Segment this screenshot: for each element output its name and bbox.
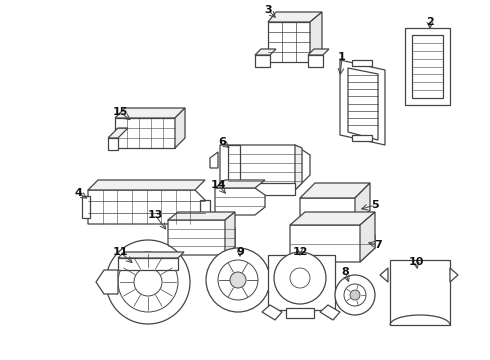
Polygon shape: [228, 145, 240, 190]
Circle shape: [106, 240, 190, 324]
Polygon shape: [290, 212, 375, 225]
Polygon shape: [308, 49, 329, 55]
Circle shape: [350, 290, 360, 300]
Polygon shape: [390, 260, 450, 325]
Polygon shape: [286, 308, 314, 318]
Text: 8: 8: [341, 267, 349, 277]
Text: 7: 7: [374, 240, 382, 250]
Text: 9: 9: [236, 247, 244, 257]
Polygon shape: [200, 200, 210, 215]
Circle shape: [206, 248, 270, 312]
Polygon shape: [108, 128, 128, 138]
Text: 11: 11: [112, 247, 128, 257]
Circle shape: [230, 272, 246, 288]
Text: 12: 12: [292, 247, 308, 257]
Circle shape: [414, 284, 426, 296]
Polygon shape: [360, 212, 375, 262]
Text: 5: 5: [371, 200, 379, 210]
Polygon shape: [290, 225, 375, 262]
Polygon shape: [300, 183, 370, 198]
Polygon shape: [352, 135, 372, 141]
Polygon shape: [88, 190, 205, 224]
Polygon shape: [225, 212, 235, 255]
Polygon shape: [295, 145, 302, 190]
Polygon shape: [118, 258, 178, 270]
Text: 10: 10: [408, 257, 424, 267]
Circle shape: [118, 252, 178, 312]
Polygon shape: [215, 180, 265, 188]
Text: 14: 14: [210, 180, 226, 190]
Polygon shape: [262, 305, 282, 320]
Polygon shape: [96, 270, 118, 294]
Polygon shape: [220, 145, 310, 190]
Polygon shape: [355, 183, 370, 225]
Text: 13: 13: [147, 210, 163, 220]
Polygon shape: [405, 28, 450, 105]
Text: 1: 1: [338, 52, 346, 62]
Polygon shape: [320, 305, 340, 320]
Text: 2: 2: [426, 17, 434, 27]
Polygon shape: [340, 60, 385, 145]
Polygon shape: [118, 252, 184, 258]
Circle shape: [290, 268, 310, 288]
Polygon shape: [308, 55, 323, 67]
Polygon shape: [268, 255, 335, 310]
Polygon shape: [310, 12, 322, 62]
Polygon shape: [215, 188, 265, 215]
Polygon shape: [412, 35, 443, 98]
Polygon shape: [255, 49, 276, 55]
Polygon shape: [82, 196, 90, 218]
Circle shape: [134, 268, 162, 296]
Text: 6: 6: [218, 137, 226, 147]
Polygon shape: [348, 68, 378, 140]
Polygon shape: [168, 212, 235, 220]
Polygon shape: [380, 268, 388, 282]
Polygon shape: [175, 108, 185, 148]
Circle shape: [392, 262, 448, 318]
Polygon shape: [268, 12, 322, 22]
Polygon shape: [300, 198, 370, 225]
Circle shape: [274, 252, 326, 304]
Polygon shape: [115, 108, 185, 118]
Polygon shape: [115, 118, 175, 148]
Circle shape: [405, 275, 435, 305]
Polygon shape: [255, 55, 270, 67]
Polygon shape: [268, 22, 310, 62]
Text: 3: 3: [264, 5, 272, 15]
Circle shape: [335, 275, 375, 315]
Circle shape: [218, 260, 258, 300]
Polygon shape: [210, 152, 218, 168]
Polygon shape: [108, 138, 118, 150]
Polygon shape: [220, 183, 295, 195]
Text: 4: 4: [74, 188, 82, 198]
Polygon shape: [168, 220, 235, 255]
Polygon shape: [450, 268, 458, 282]
Polygon shape: [88, 180, 205, 190]
Polygon shape: [352, 60, 372, 66]
Text: 15: 15: [112, 107, 128, 117]
Circle shape: [344, 284, 366, 306]
